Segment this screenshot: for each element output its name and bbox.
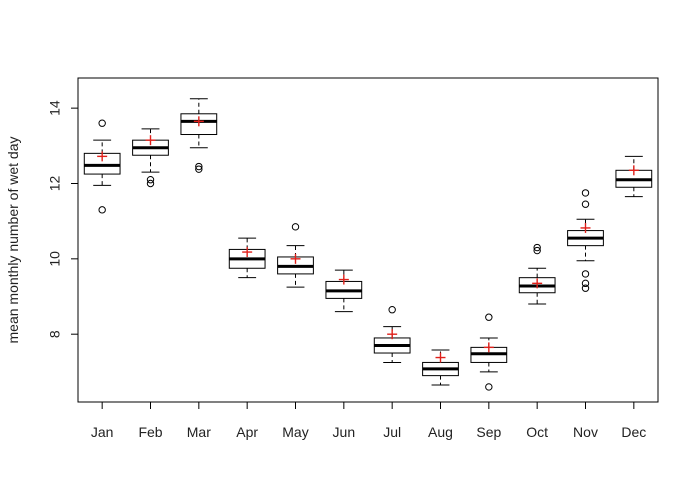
box-nov [567, 189, 604, 292]
box-apr [228, 237, 266, 279]
mean-marker [628, 165, 639, 176]
box-aug [422, 349, 459, 386]
outlier-point [98, 119, 106, 127]
box-jul [373, 305, 411, 363]
box-mar [180, 98, 218, 173]
mean-marker [242, 247, 253, 258]
outlier-point [195, 162, 203, 171]
box-oct [518, 243, 556, 305]
boxes-layer [83, 98, 653, 391]
y-tick-label: 10 [47, 251, 63, 267]
x-tick-label: Jul [383, 424, 401, 440]
outlier-point [533, 243, 541, 252]
x-tick-label: Oct [526, 424, 548, 440]
x-tick-label: May [282, 424, 308, 440]
plot-frame [77, 77, 659, 403]
mean-marker [483, 342, 494, 353]
mean-marker [290, 253, 301, 264]
x-tick-label: Aug [428, 424, 453, 440]
y-axis: 8 10 12 14 [47, 100, 78, 338]
outlier-point [581, 189, 590, 197]
x-tick-label: Feb [138, 424, 162, 440]
box-jan [83, 119, 121, 214]
x-axis: Jan Feb Mar Apr May Jun Jul Aug Sep Oct Nov Dec [91, 402, 646, 440]
outlier-point [98, 206, 106, 214]
x-tick-label: Jun [333, 424, 356, 440]
mean-marker [193, 116, 204, 127]
y-tick-label: 8 [47, 330, 63, 338]
outlier-point [146, 176, 155, 184]
mean-marker [97, 151, 108, 162]
box-feb [132, 128, 169, 188]
outlier-point [581, 200, 590, 208]
x-tick-label: Mar [187, 424, 211, 440]
mean-marker [580, 222, 591, 233]
x-tick-label: Apr [236, 424, 258, 440]
outlier-point [291, 223, 300, 231]
x-tick-label: Jan [91, 424, 114, 440]
mean-marker [387, 329, 398, 340]
outlier-point [195, 165, 203, 173]
box-jun [325, 269, 363, 313]
plot-border [77, 77, 659, 403]
mean-marker [338, 274, 349, 285]
box-dec [615, 155, 653, 198]
outlier-point [146, 179, 155, 188]
mean-marker [532, 278, 543, 289]
box-may [277, 223, 314, 288]
box-sep [470, 313, 508, 391]
outlier-point [581, 270, 590, 278]
outlier-point [533, 246, 541, 255]
y-tick-label: 12 [47, 175, 63, 191]
x-tick-label: Dec [621, 424, 646, 440]
x-tick-label: Sep [476, 424, 501, 440]
outlier-point [485, 313, 493, 321]
outlier-point [581, 279, 590, 288]
mean-marker [435, 352, 446, 363]
x-tick-label: Nov [573, 424, 598, 440]
outlier-point [581, 284, 590, 292]
outlier-point [485, 383, 493, 391]
mean-marker [145, 135, 156, 146]
y-axis-label: mean monthly number of wet day [5, 137, 21, 344]
outlier-point [388, 305, 396, 314]
y-tick-label: 14 [47, 100, 63, 116]
